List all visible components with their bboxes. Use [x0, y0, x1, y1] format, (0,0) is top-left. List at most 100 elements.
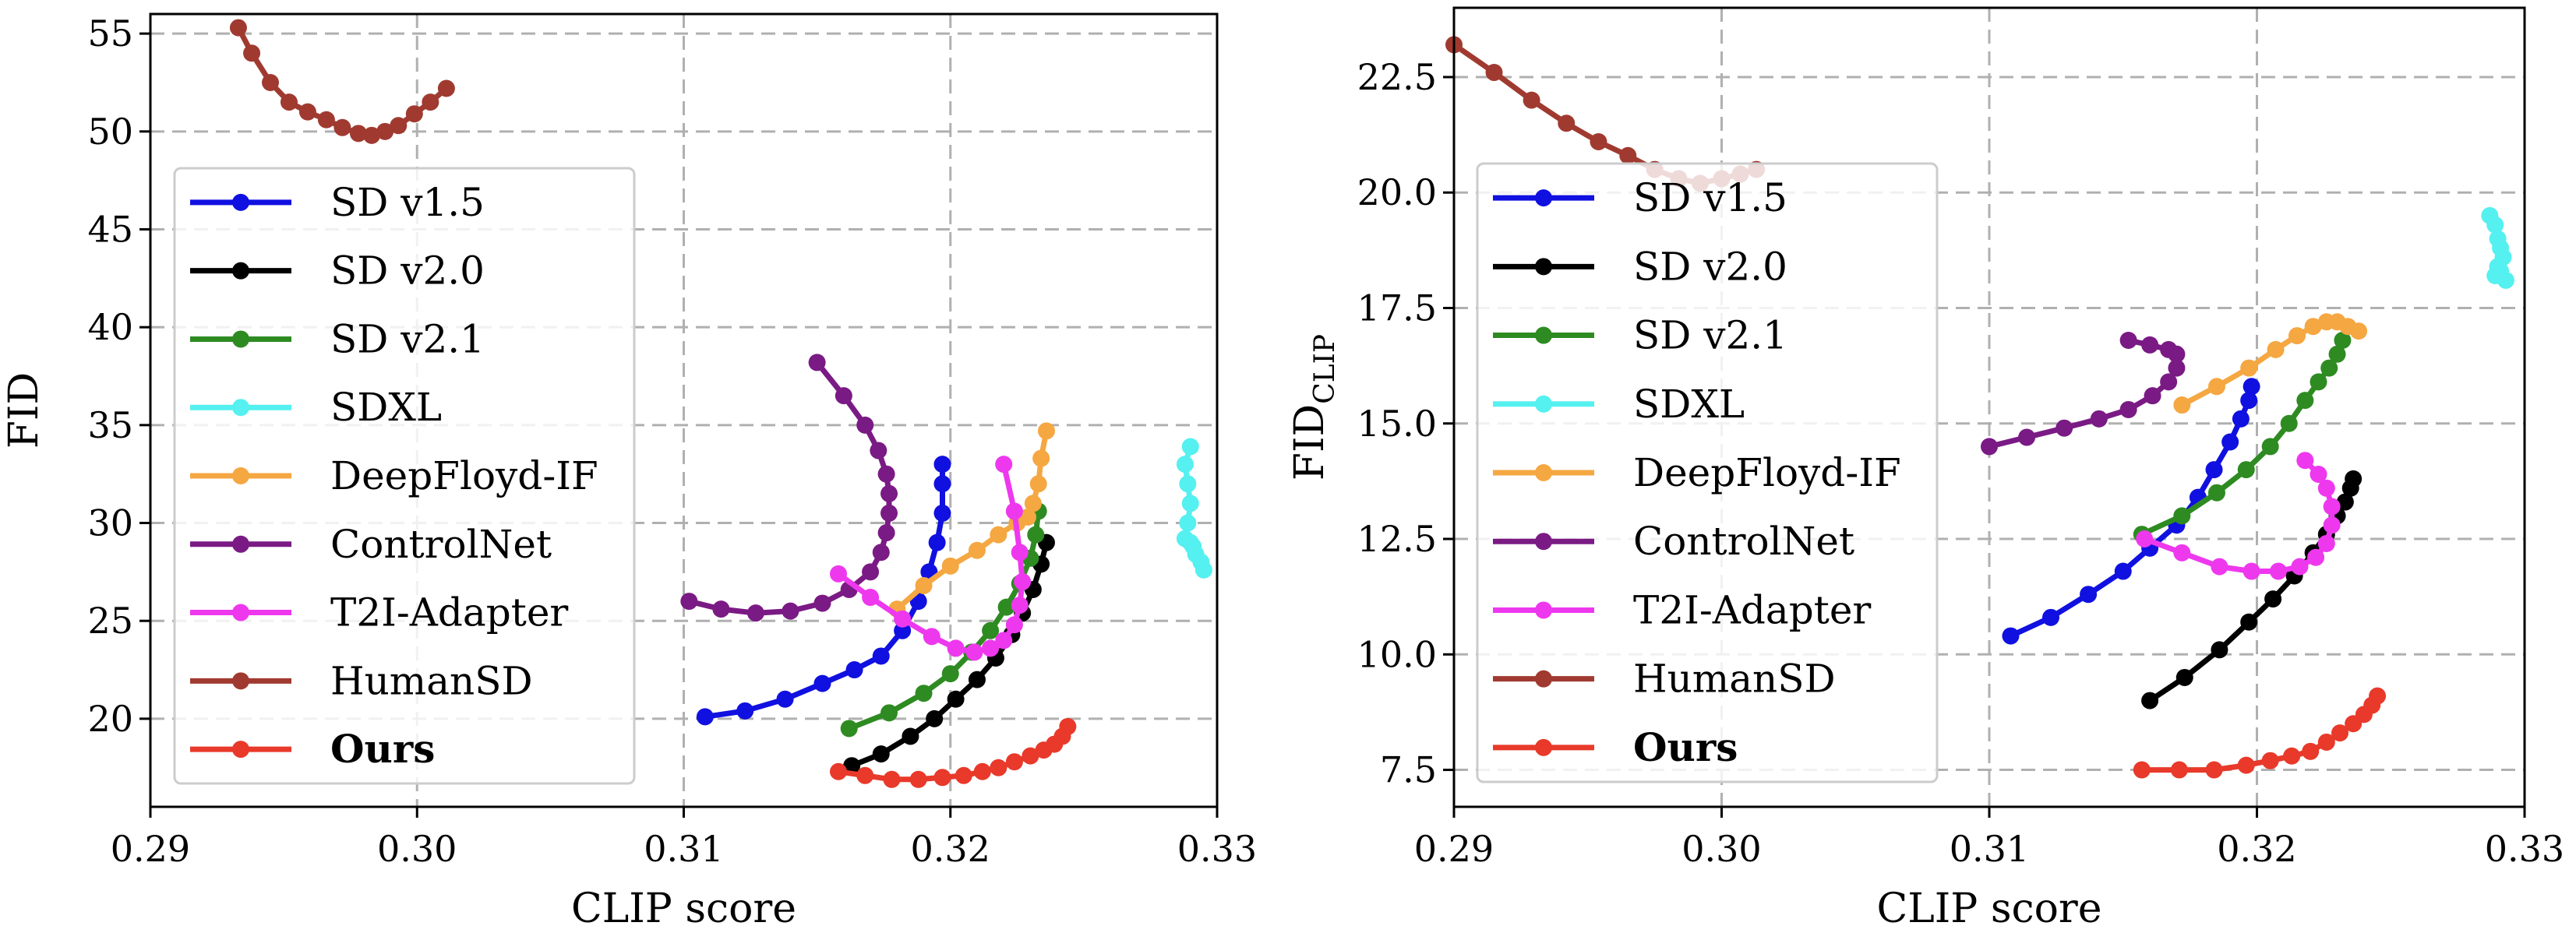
data-point: [1037, 422, 1055, 440]
data-point: [840, 720, 858, 738]
data-point: [280, 93, 298, 111]
data-point: [1014, 572, 1032, 590]
data-point: [902, 727, 919, 745]
data-point: [2173, 544, 2191, 562]
data-point: [845, 661, 863, 679]
y-tick-label: 20.0: [1357, 171, 1437, 213]
data-point: [1024, 495, 1042, 512]
y-tick-label: 17.5: [1357, 287, 1437, 329]
legend-swatch-marker: [1535, 533, 1552, 551]
data-point: [2056, 419, 2073, 437]
x-axis-label: CLIP score: [571, 885, 796, 932]
y-tick-label: 40: [87, 306, 133, 348]
data-point: [2336, 493, 2354, 511]
legend-swatch-marker: [1535, 670, 1552, 688]
data-point: [2119, 332, 2137, 350]
legend: SD v1.5 SD v2.0 SD v2.1 SDXL DeepFloyd-IF Con…: [1476, 162, 1939, 783]
data-point: [2141, 336, 2159, 354]
data-point: [968, 671, 986, 688]
y-tick-label: 45: [87, 208, 133, 250]
data-point: [2243, 562, 2260, 580]
data-point: [2173, 507, 2191, 525]
legend-label: SD v2.1: [1633, 313, 1787, 358]
data-point: [2320, 359, 2338, 377]
series-controlnet: [1981, 332, 2186, 456]
data-point: [2267, 340, 2285, 358]
data-point: [1011, 597, 1029, 614]
data-point: [2302, 742, 2320, 760]
data-point: [2114, 562, 2132, 580]
data-point: [2296, 452, 2314, 470]
data-point: [926, 709, 944, 727]
legend-swatch-marker: [232, 193, 249, 211]
data-point: [813, 594, 831, 612]
data-point: [2211, 558, 2228, 576]
legend-swatch-marker: [232, 672, 249, 690]
x-tick-label: 0.30: [377, 828, 457, 870]
data-point: [2323, 516, 2341, 534]
data-point: [317, 111, 335, 128]
legend-label: T2I-Adapter: [330, 590, 568, 635]
data-point: [843, 757, 861, 775]
data-point: [2317, 733, 2335, 751]
data-point: [933, 475, 951, 493]
data-point: [2221, 433, 2239, 451]
x-tick-label: 0.32: [2217, 828, 2296, 870]
legend-label: SD v2.0: [330, 248, 485, 294]
data-point: [941, 665, 959, 683]
data-point: [2350, 322, 2368, 340]
legend-label: SDXL: [330, 385, 442, 430]
data-point: [2261, 752, 2279, 769]
data-point: [947, 639, 965, 657]
data-point: [880, 504, 898, 522]
data-point: [968, 541, 986, 559]
data-point: [2331, 724, 2348, 742]
legend-swatch-marker: [232, 604, 249, 621]
y-axis-label: FIDCLIP: [1286, 334, 1341, 481]
legend-swatch-marker: [232, 330, 249, 348]
data-point: [2269, 562, 2287, 580]
data-point: [2232, 410, 2250, 428]
y-tick-label: 30: [87, 502, 133, 544]
data-point: [1981, 438, 1998, 456]
data-point: [333, 118, 351, 136]
data-point: [1619, 146, 1637, 164]
data-point: [1019, 508, 1037, 526]
data-point: [862, 563, 880, 581]
data-point: [405, 105, 423, 123]
data-point: [880, 704, 898, 722]
legend-swatch-marker: [1535, 395, 1552, 413]
data-point: [2304, 318, 2322, 336]
data-point: [1179, 514, 1197, 532]
x-axis-label: CLIP score: [1876, 885, 2101, 932]
data-point: [1029, 475, 1047, 493]
data-point: [2237, 461, 2255, 479]
data-point: [933, 456, 951, 474]
data-point: [995, 456, 1013, 474]
data-point: [1194, 561, 1212, 579]
data-point: [1022, 747, 1039, 765]
legend-label: SD v2.1: [330, 316, 485, 361]
y-tick-label: 10.0: [1357, 633, 1437, 675]
data-point: [856, 766, 874, 784]
data-point: [835, 387, 852, 405]
data-point: [696, 708, 714, 726]
x-tick-label: 0.29: [111, 828, 190, 870]
data-point: [982, 639, 1000, 657]
legend-label: ControlNet: [330, 522, 552, 567]
data-point: [947, 690, 965, 708]
legend-label: SD v1.5: [1633, 175, 1787, 220]
x-tick-label: 0.29: [1414, 828, 1494, 870]
legend-label: T2I-Adapter: [1633, 587, 1871, 632]
legend: SD v1.5 SD v2.0 SD v2.1 SDXL DeepFloyd-IF Con…: [173, 167, 636, 785]
y-tick-label: 25: [87, 600, 133, 642]
x-tick-label: 0.33: [1177, 828, 1257, 870]
data-point: [2207, 378, 2225, 396]
legend-label: ControlNet: [1633, 519, 1854, 564]
data-point: [2160, 373, 2178, 391]
data-point: [2240, 392, 2258, 410]
data-point: [877, 524, 895, 542]
x-tick-label: 0.33: [2485, 828, 2564, 870]
data-point: [2310, 373, 2327, 391]
